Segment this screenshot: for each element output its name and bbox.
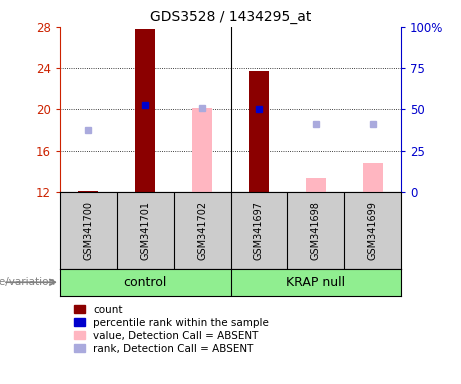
Bar <box>135 29 155 192</box>
Text: GSM341698: GSM341698 <box>311 201 321 260</box>
Text: GSM341701: GSM341701 <box>140 201 150 260</box>
Legend: count, percentile rank within the sample, value, Detection Call = ABSENT, rank, : count, percentile rank within the sample… <box>74 305 269 354</box>
Text: GSM341697: GSM341697 <box>254 201 264 260</box>
Text: GSM341700: GSM341700 <box>83 201 94 260</box>
Bar <box>306 177 326 192</box>
Text: GSM341702: GSM341702 <box>197 201 207 260</box>
Bar <box>249 71 269 192</box>
Text: KRAP null: KRAP null <box>286 276 345 289</box>
Title: GDS3528 / 1434295_at: GDS3528 / 1434295_at <box>150 10 311 25</box>
Bar <box>192 108 212 192</box>
Text: GSM341699: GSM341699 <box>367 201 378 260</box>
Bar <box>363 163 383 192</box>
Bar <box>78 191 98 192</box>
Text: genotype/variation: genotype/variation <box>0 277 55 287</box>
Text: control: control <box>124 276 167 289</box>
